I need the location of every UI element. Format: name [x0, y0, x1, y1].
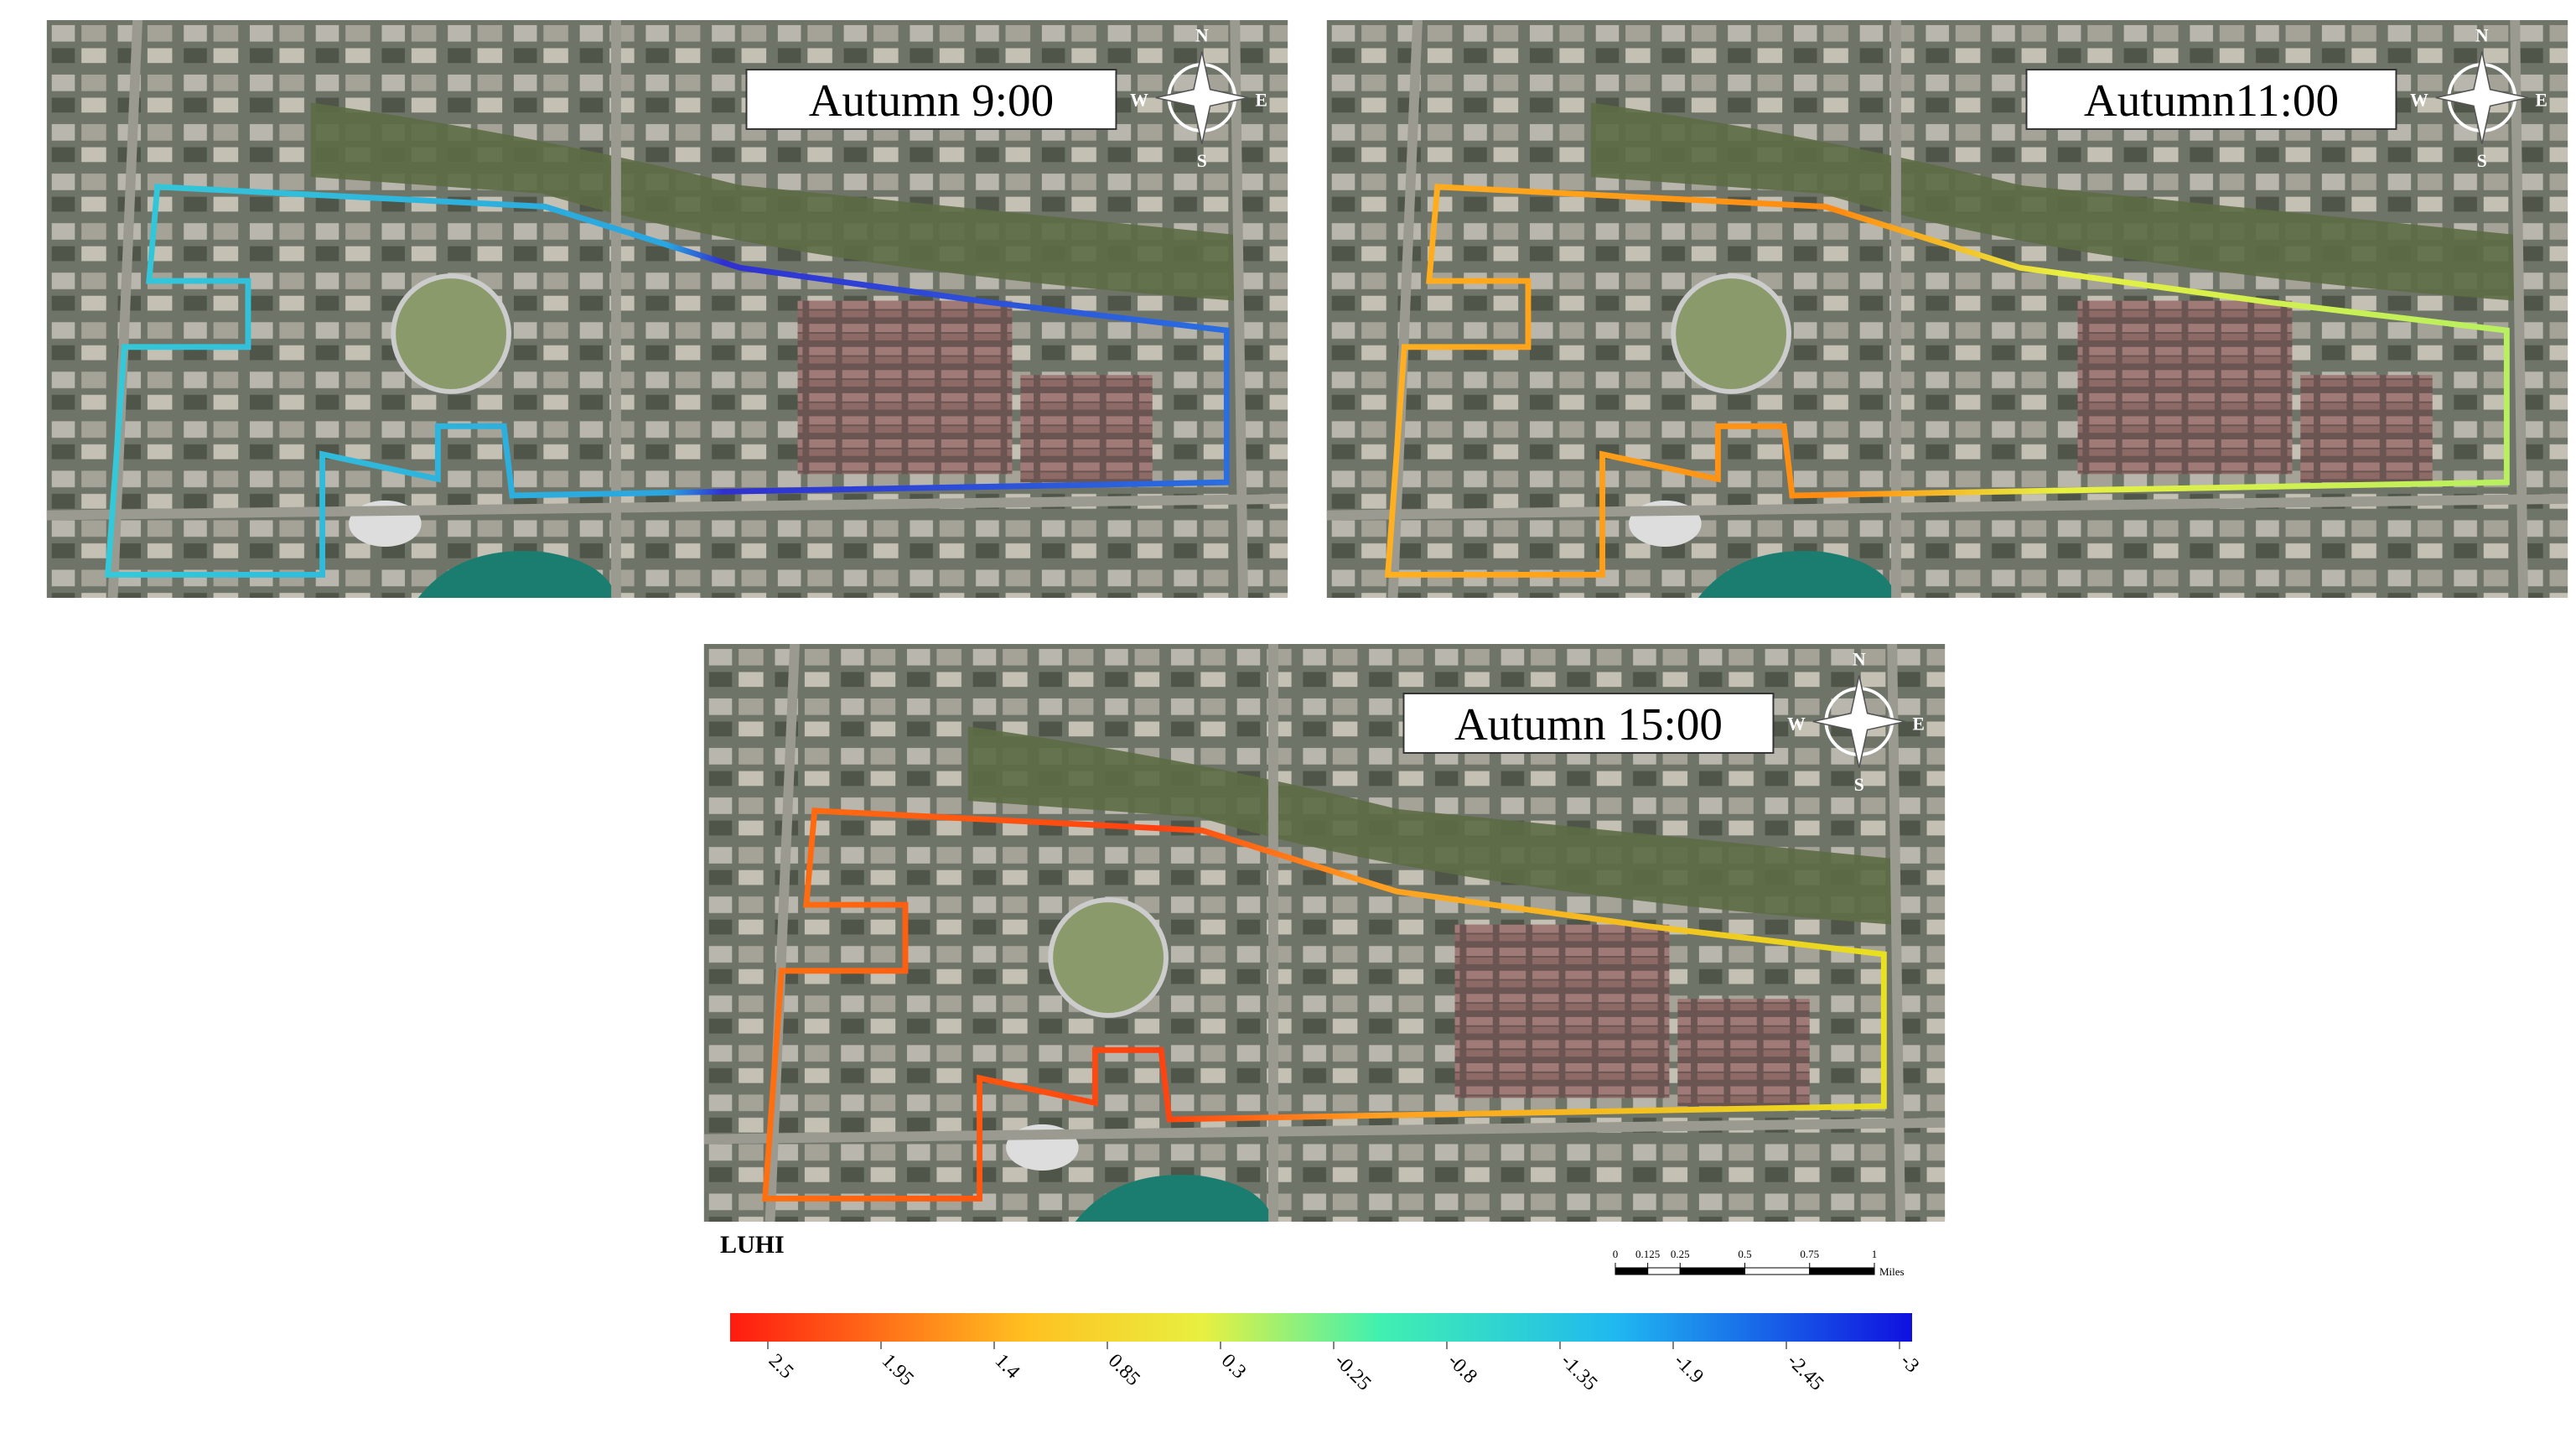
residential — [2077, 300, 2293, 475]
map-panel: Autumn 9:00 N S E W — [46, 20, 1288, 598]
legend-title: LUHI — [720, 1231, 785, 1259]
road — [703, 1117, 1946, 1145]
park — [310, 102, 1236, 301]
panel-title: Autumn 15:00 — [1454, 698, 1723, 750]
road — [1326, 493, 2568, 521]
colorbar-tick-label: -1.35 — [1557, 1350, 1602, 1395]
compass-star — [1812, 675, 1906, 768]
colorbar-tick-label: -0.25 — [1330, 1350, 1376, 1395]
road — [765, 644, 800, 1222]
colorbar-tick-label: 1.95 — [878, 1350, 918, 1390]
residential — [1020, 375, 1153, 483]
scale-segment — [1647, 1267, 1681, 1275]
road — [107, 20, 143, 598]
colorbar-tick-label: 0.3 — [1217, 1350, 1251, 1384]
colorbar-tick-label: -0.8 — [1443, 1350, 1481, 1388]
compass-star — [2435, 51, 2529, 144]
colorbar-tick-label: 1.4 — [991, 1350, 1024, 1384]
colorbar-tick-label: -1.9 — [1670, 1350, 1708, 1388]
lake — [417, 551, 616, 598]
scale-label: 1 — [1872, 1248, 1878, 1260]
scale-segment — [1679, 1267, 1745, 1275]
residential — [1677, 999, 1810, 1107]
scale-segment — [1744, 1267, 1811, 1275]
residential — [1454, 924, 1670, 1098]
compass-letter: N — [1195, 26, 1209, 46]
scale-unit: Miles — [1879, 1265, 1905, 1278]
panel-title: Autumn11:00 — [2084, 75, 2339, 126]
lake — [1075, 1175, 1273, 1222]
compass-letter: S — [1197, 151, 1207, 171]
plaza — [391, 273, 511, 394]
compass-letter: N — [1853, 650, 1866, 670]
compass-letter: N — [2475, 26, 2489, 46]
compass-letter: W — [1130, 90, 1148, 110]
map-panel: Autumn11:00 N S E W — [1326, 20, 2568, 598]
residential — [797, 300, 1013, 475]
lake — [1697, 551, 1896, 598]
road — [1387, 20, 1423, 598]
road — [1230, 20, 1248, 598]
compass-letter: E — [1912, 714, 1924, 734]
scale-label: 0.75 — [1800, 1248, 1819, 1260]
park — [967, 726, 1893, 925]
compass-letter: E — [2535, 90, 2547, 110]
road — [46, 493, 1288, 521]
scale-segment — [1809, 1267, 1875, 1275]
compass-star — [1155, 51, 1249, 144]
compass-letter: W — [1787, 714, 1806, 734]
scale-label: 0.25 — [1671, 1248, 1690, 1260]
colorbar-tick-label: 2.5 — [765, 1350, 798, 1384]
compass-letter: W — [2410, 90, 2428, 110]
compass-letter: E — [1255, 90, 1267, 110]
colorbar-tick-label: 0.85 — [1104, 1350, 1144, 1390]
plaza — [1671, 273, 1791, 394]
road — [2510, 20, 2528, 598]
park — [1590, 102, 2516, 301]
compass-letter: S — [1854, 775, 1864, 795]
scale-segment — [1615, 1267, 1649, 1275]
residential — [2300, 375, 2433, 483]
title-box — [745, 69, 1117, 130]
legend: LUHI 2.5 1.95 1.4 0.85 0.3 -0.25 -0.8 -1.35 -1.9… — [720, 1231, 1924, 1395]
colorbar-tick-label: -3 — [1896, 1350, 1924, 1378]
plaza — [1048, 897, 1169, 1018]
scale-label: 0 — [1613, 1248, 1619, 1260]
title-box — [2025, 69, 2397, 130]
scale-label: 0.125 — [1635, 1248, 1660, 1260]
colorbar — [730, 1313, 1912, 1342]
scale-label: 0.5 — [1738, 1248, 1751, 1260]
panel-title: Autumn 9:00 — [809, 75, 1054, 126]
road — [1887, 644, 1905, 1222]
title-box — [1402, 693, 1775, 754]
map-panel: Autumn 15:00 N S E W — [703, 644, 1946, 1222]
colorbar-tick-label: -2.45 — [1783, 1350, 1828, 1395]
compass-letter: S — [2477, 151, 2487, 171]
